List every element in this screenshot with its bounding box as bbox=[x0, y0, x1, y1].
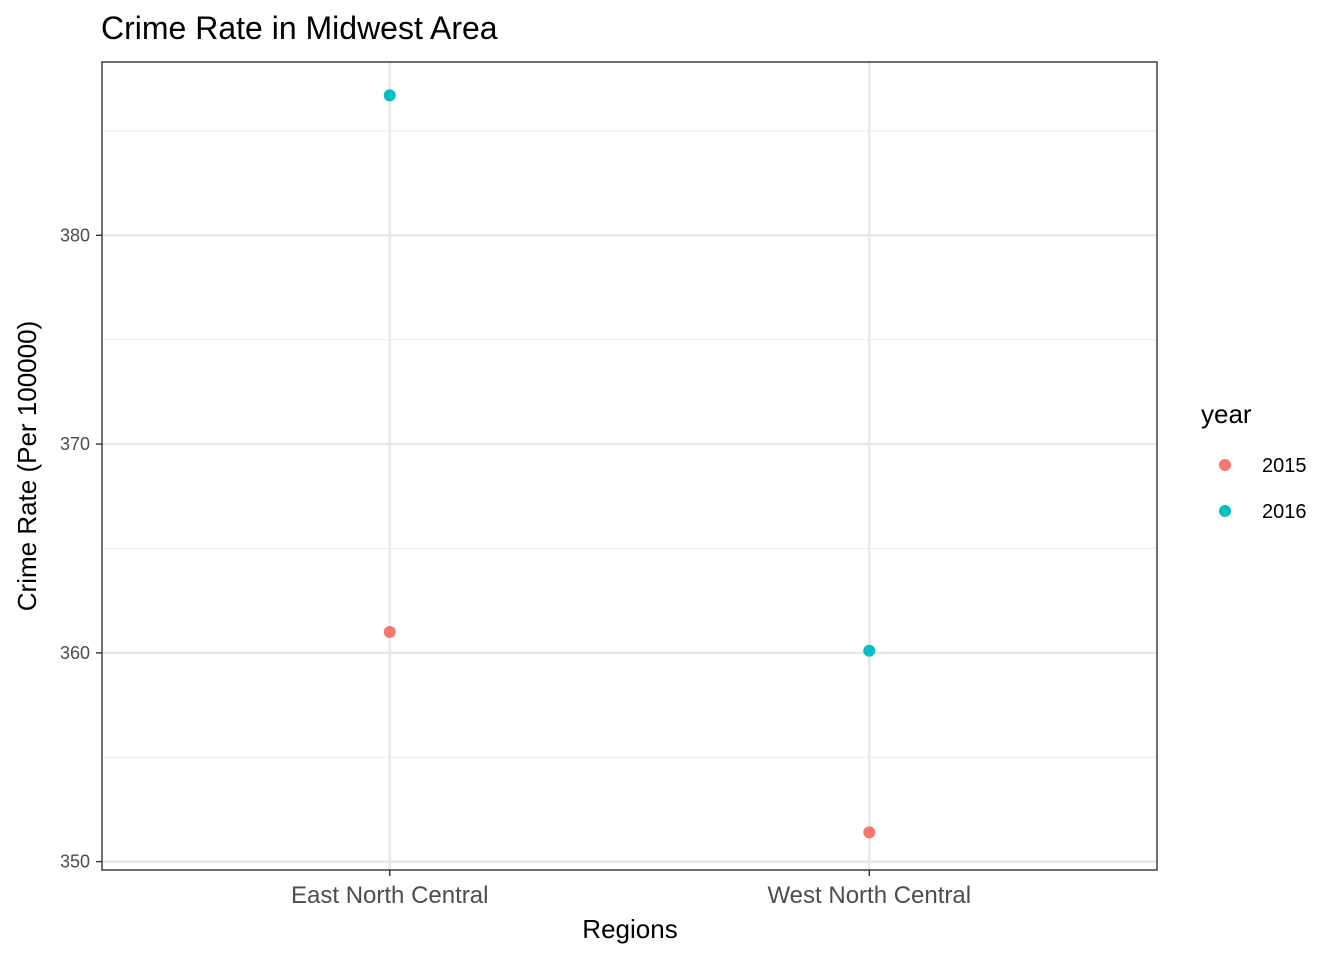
legend-label-2015: 2015 bbox=[1262, 455, 1307, 477]
plot-panel-border bbox=[101, 61, 1158, 871]
legend-key-2015 bbox=[1219, 459, 1231, 471]
x-tick-label: East North Central bbox=[291, 882, 488, 909]
point-2016-1 bbox=[383, 89, 396, 102]
legend-key-2016 bbox=[1219, 505, 1231, 517]
y-tick-label: 380 bbox=[60, 225, 90, 245]
chart-title: Crime Rate in Midwest Area bbox=[101, 10, 498, 46]
y-tick-label: 370 bbox=[60, 434, 90, 454]
y-tick-label: 360 bbox=[60, 643, 90, 663]
y-axis: 350 360 370 380 bbox=[60, 225, 102, 872]
x-axis-title: Regions bbox=[582, 914, 677, 944]
y-tick-label: 350 bbox=[60, 852, 90, 872]
y-axis-title: Crime Rate (Per 100000) bbox=[12, 321, 42, 611]
grid-minor bbox=[102, 130, 1157, 758]
legend: year 2015 2016 bbox=[1201, 399, 1307, 523]
x-tick-label: West North Central bbox=[767, 882, 971, 909]
x-axis: East North Central West North Central bbox=[291, 870, 971, 909]
legend-title: year bbox=[1201, 399, 1252, 429]
point-2015-1 bbox=[383, 625, 396, 638]
legend-label-2016: 2016 bbox=[1262, 501, 1307, 523]
grid-major bbox=[102, 62, 1157, 870]
point-2015-2 bbox=[863, 826, 876, 839]
point-2016-2 bbox=[863, 644, 876, 657]
data-points bbox=[383, 89, 876, 839]
